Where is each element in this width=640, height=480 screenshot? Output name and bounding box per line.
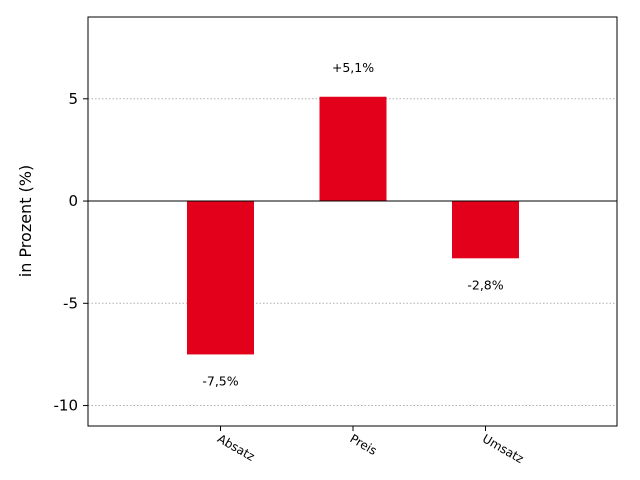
plot-frame — [87, 16, 618, 427]
y-axis-label: in Prozent (%) — [16, 165, 35, 277]
bar-absatz — [187, 201, 254, 355]
x-tick-label-absatz: Absatz — [215, 431, 257, 463]
data-label-preis: +5,1% — [332, 60, 374, 75]
x-tick-label-preis: Preis — [348, 431, 380, 457]
y-tick-label: -5 — [63, 294, 78, 312]
bars — [187, 96, 519, 355]
data-labels: -7,5% +5,1% -2,8% — [202, 60, 503, 389]
x-tick-label-umsatz: Umsatz — [480, 431, 526, 466]
data-label-umsatz: -2,8% — [467, 277, 503, 292]
y-axis-ticks: 5 0 -5 -10 — [54, 90, 88, 415]
y-tick-label: -10 — [54, 397, 79, 415]
y-tick-label: 0 — [68, 192, 78, 210]
x-axis-labels: Absatz Preis Umsatz — [215, 426, 526, 466]
y-tick-label: 5 — [68, 90, 78, 108]
grid-lines — [88, 98, 617, 407]
bar-umsatz — [452, 201, 519, 259]
data-label-absatz: -7,5% — [202, 373, 238, 388]
bar-preis — [319, 96, 387, 202]
